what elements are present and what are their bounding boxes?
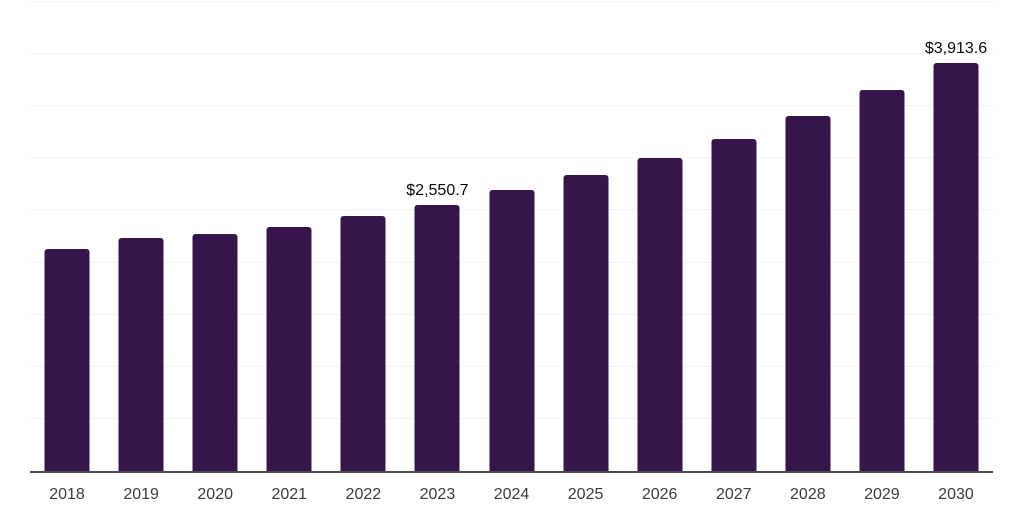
bar-slot-2024 — [474, 2, 548, 471]
bar-slot-2023: $2,550.7 — [400, 2, 474, 471]
bar-2027 — [711, 138, 757, 471]
x-tick-2018: 2018 — [49, 486, 85, 503]
x-tick-2019: 2019 — [123, 486, 159, 503]
bar-slot-2020 — [178, 2, 252, 471]
bar-slot-2022 — [326, 2, 400, 471]
x-tick-2027: 2027 — [715, 486, 752, 503]
x-tick-2029: 2029 — [864, 486, 900, 503]
bar-2020 — [192, 234, 238, 471]
bar-chart: $2,550.7 $3,913.6 2018 2019 2020 2021 2022 202… — [30, 0, 993, 512]
x-tick-2025: 2025 — [567, 486, 604, 503]
x-axis-labels: 2018 2019 2020 2021 2022 2023 2024 2025 2026 2027… — [30, 473, 993, 504]
bar-slot-2018 — [30, 2, 104, 471]
bar-slot-2026 — [623, 2, 697, 471]
bar-2019 — [118, 238, 164, 471]
bar-slot-2029 — [845, 2, 919, 471]
bar-slot-2021 — [252, 2, 326, 471]
data-label-2023: $2,550.7 — [406, 182, 469, 200]
bar-2029 — [859, 89, 905, 471]
bar-2026 — [637, 158, 683, 471]
bar-slot-2030: $3,913.6 — [919, 2, 993, 471]
bar-2022 — [340, 216, 386, 471]
bar-2028 — [785, 115, 831, 471]
x-tick-2024: 2024 — [493, 486, 530, 503]
data-label-2030: $3,913.6 — [924, 40, 988, 58]
x-tick-2026: 2026 — [641, 486, 678, 503]
bar-2018 — [44, 248, 90, 471]
bar-2021 — [266, 227, 312, 471]
x-tick-2023: 2023 — [419, 486, 456, 503]
x-tick-2030: 2030 — [938, 486, 974, 503]
x-tick-2022: 2022 — [345, 486, 382, 503]
bars-row: $2,550.7 $3,913.6 — [30, 2, 993, 471]
x-tick-2028: 2028 — [790, 486, 826, 503]
x-tick-2020: 2020 — [197, 486, 233, 503]
bar-slot-2027 — [697, 2, 771, 471]
bar-slot-2028 — [771, 2, 845, 471]
bar-slot-2019 — [104, 2, 178, 471]
x-tick-2021: 2021 — [271, 486, 308, 503]
plot-area: $2,550.7 $3,913.6 — [30, 1, 993, 473]
bar-2023 — [414, 205, 460, 471]
bar-2025 — [563, 175, 609, 471]
bar-2024 — [489, 190, 534, 471]
bar-slot-2025 — [549, 2, 623, 471]
bar-2030 — [933, 63, 979, 471]
